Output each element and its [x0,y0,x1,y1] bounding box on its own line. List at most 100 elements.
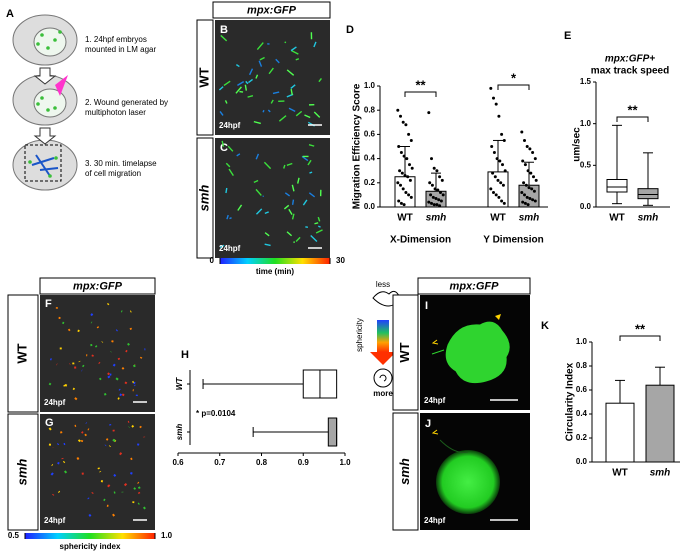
cell-track [117,357,121,361]
cell-track [284,192,291,197]
data-point [503,169,507,173]
cell-track [225,187,228,194]
cell-track [121,367,125,370]
cell-track [67,328,71,332]
data-point [531,198,535,202]
cell-track [272,91,280,95]
y-tick-label: smh [175,424,184,441]
data-point [497,195,501,199]
cell-track [220,34,228,42]
cell-track [290,46,297,52]
y-tick-label: WT [175,377,184,391]
cell-track [64,383,68,387]
cell-track [255,74,259,79]
data-point [438,175,442,179]
chart-title: mpx:GFP+ [605,54,655,65]
significance-bracket [404,91,437,97]
neutrophil [436,450,500,514]
cell-track [247,95,254,98]
data-point [528,197,532,201]
cell-track [309,171,313,174]
cell-track [133,487,137,490]
data-point [430,183,434,187]
cell-track [295,236,301,243]
data-point [502,201,506,205]
x-tick-label: WT [490,213,506,224]
cell-track [288,107,296,113]
data-point [532,189,536,193]
annotation: * p=0.0104 [196,409,236,418]
cell-track [81,431,84,434]
data-point [430,201,433,205]
y-tick-label: 0.0 [364,202,376,211]
cell-track [115,329,118,332]
cell-track [223,80,231,87]
arrowhead [495,314,501,320]
cell-track [317,225,321,228]
cell-track [314,222,319,225]
panel-label: F [45,298,52,310]
row-label-box [7,413,39,531]
row-label: smh [14,459,29,486]
cell-track [48,427,52,431]
key-top: less [376,280,390,289]
cell-track [225,162,231,168]
cell-track [77,329,80,333]
cell-track [107,375,111,379]
x-tick-label: WT [397,213,413,224]
data-point [435,203,439,207]
data-point [408,163,411,167]
group-label: X-Dimension [390,235,451,246]
data-point [439,199,443,203]
data-point [534,178,538,182]
cell-track [96,326,100,329]
x-tick-label: 0.8 [256,458,268,467]
data-point [489,187,493,191]
micrograph [40,295,155,412]
data-point [525,145,529,148]
significance: ** [415,77,426,92]
data-point [428,181,432,185]
cell-track [91,491,94,494]
data-point [489,86,493,90]
y-tick-label: 0.6 [364,130,376,139]
panel-label: J [425,418,431,430]
x-tick-label: WT [612,468,628,479]
scale-label: time (min) [256,267,295,276]
cell-track [295,110,303,117]
color-bar [25,533,155,539]
row-label-box [196,19,214,136]
data-point [405,157,409,161]
cell-track [219,111,224,116]
scale-tick-label: 0 [210,256,215,265]
panel-label: C [220,142,228,154]
cell-track [286,162,293,166]
cell-track [107,484,111,488]
cell-track [62,460,66,464]
cell-track [74,397,78,401]
significance: ** [635,321,646,336]
data-point [440,178,444,182]
row-label: smh [397,458,412,485]
data-point [427,200,431,204]
cell-track [105,438,109,441]
y-tick-label: 0.6 [576,385,588,394]
scale-label: sphericity index [60,542,121,551]
y-tick-label: 0.4 [364,154,376,163]
y-tick-label: 0.0 [576,457,588,466]
cell-track [226,214,229,220]
data-point [533,157,537,161]
data-point [524,183,528,187]
round-cell [373,368,393,388]
row-label: WT [14,343,29,363]
data-point [404,123,408,127]
data-point [502,138,506,142]
data-point [533,199,537,203]
data-point [528,147,532,151]
cell-track [84,433,87,437]
significance-bracket [619,335,661,341]
cell-track [268,67,274,75]
cell-track [304,114,311,119]
cell-track [227,145,234,152]
